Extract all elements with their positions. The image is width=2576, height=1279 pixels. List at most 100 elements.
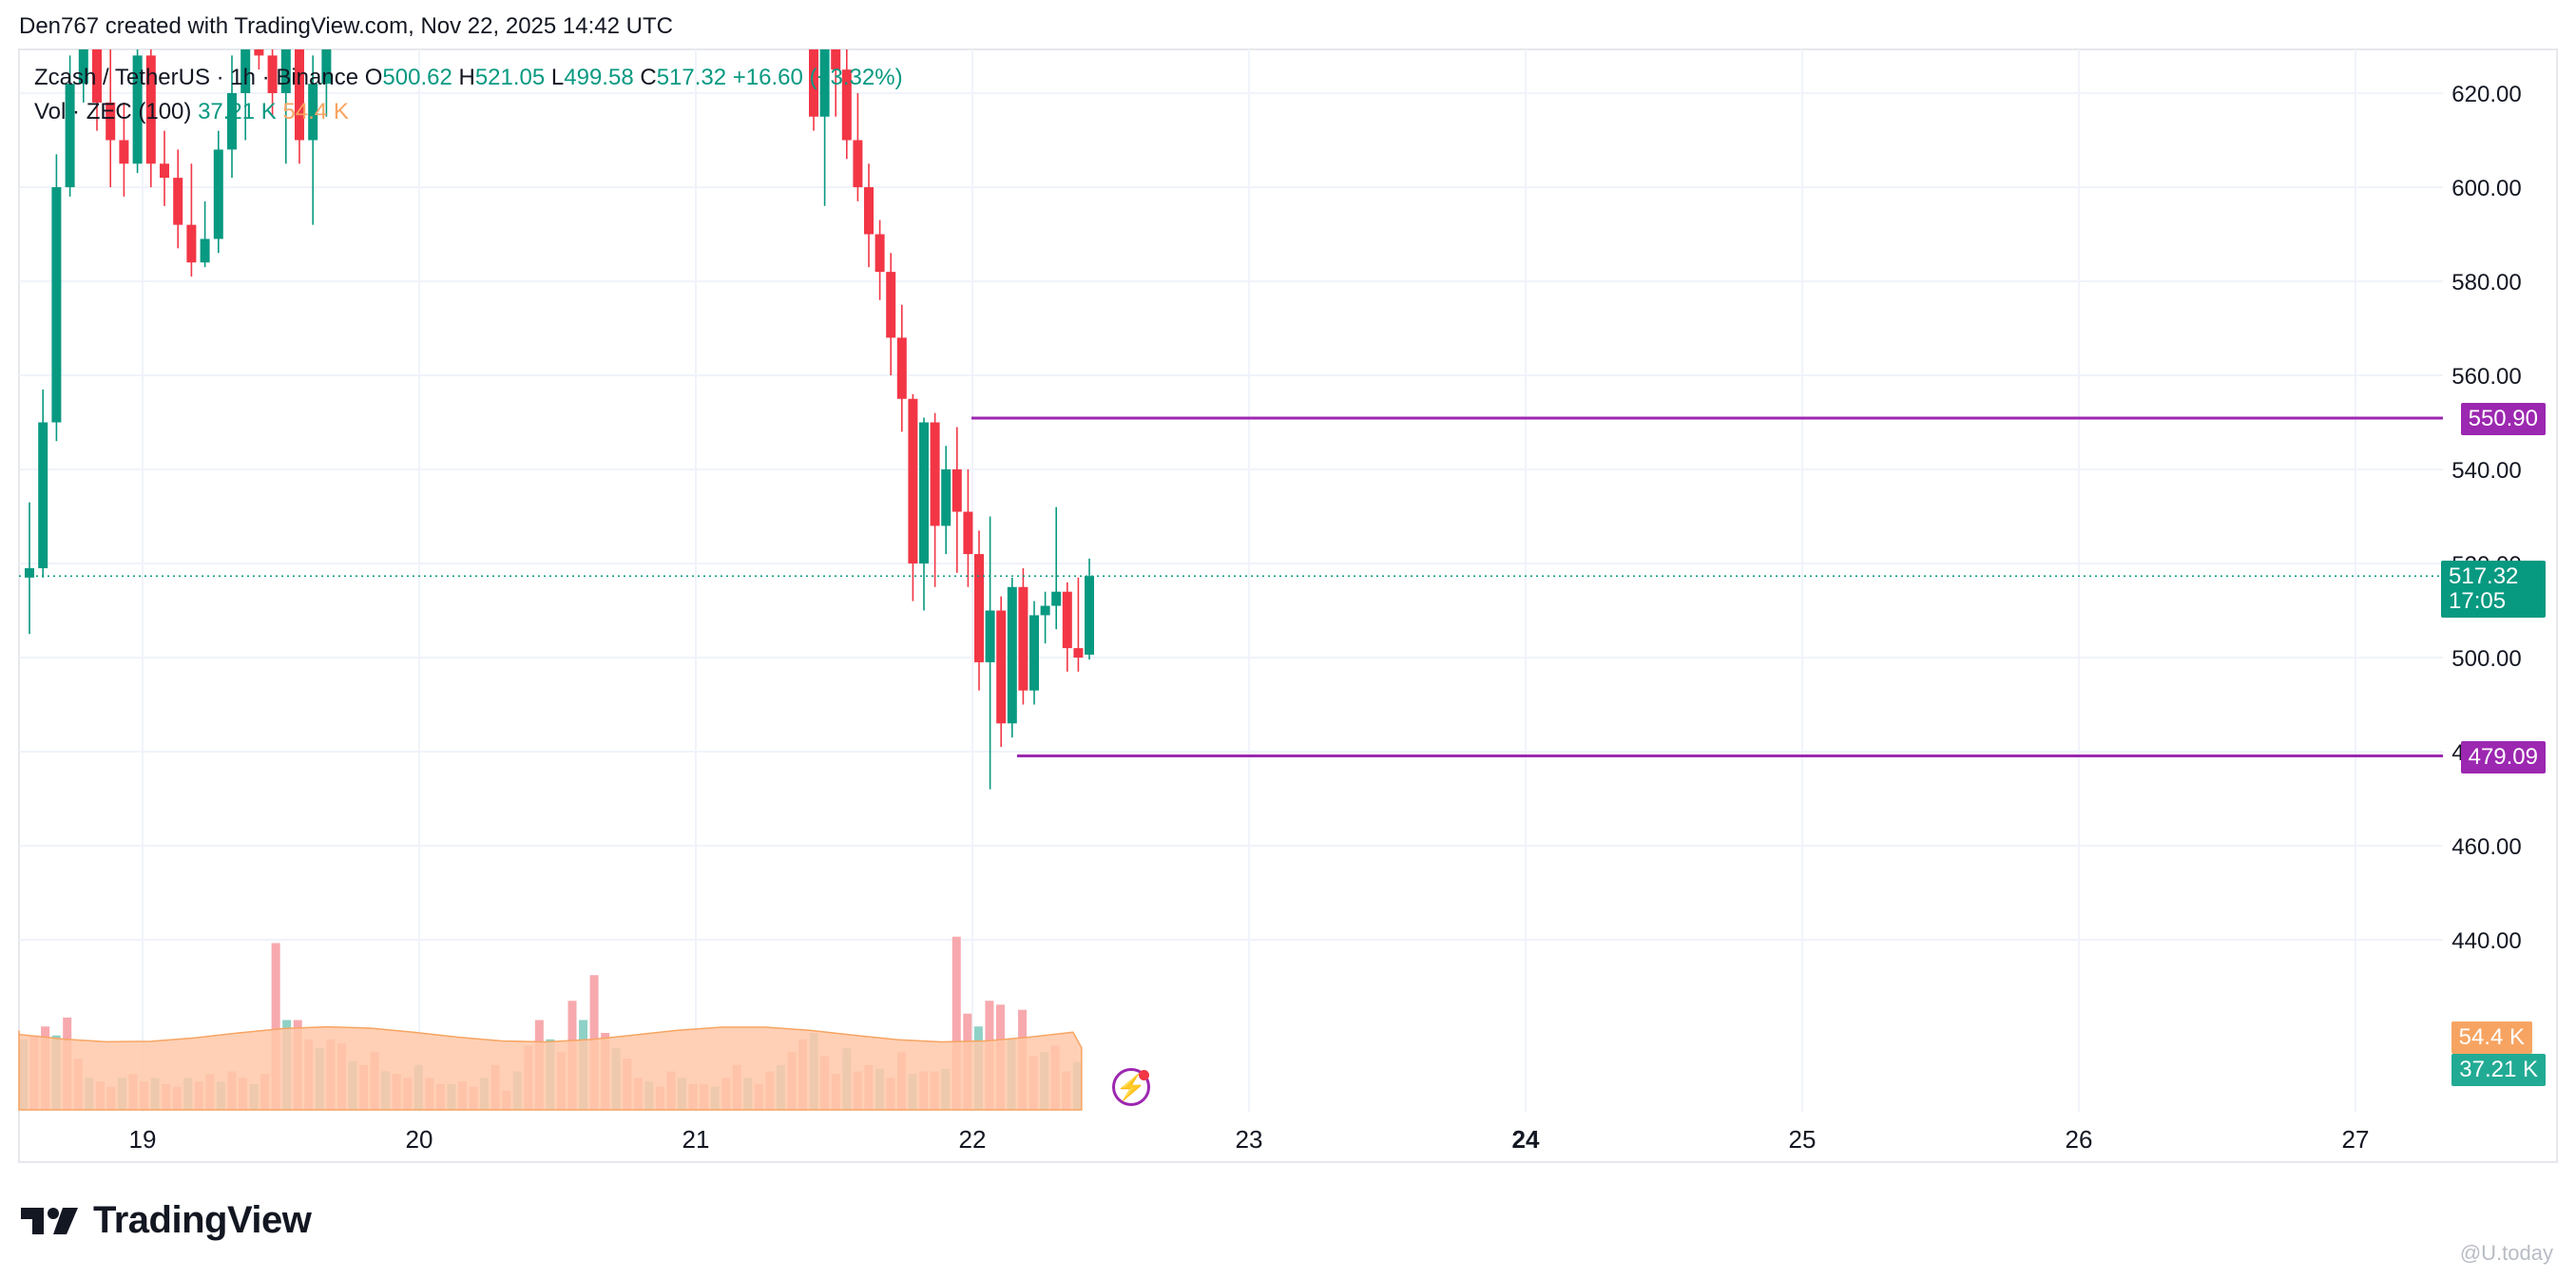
candle-body xyxy=(240,49,251,93)
watermark: @U.today xyxy=(2459,1241,2553,1265)
x-tick-label: 25 xyxy=(1789,1125,1817,1154)
candle-body xyxy=(896,337,907,399)
x-tick-label: 20 xyxy=(406,1125,433,1154)
volume-bar xyxy=(952,936,961,1110)
candle-body xyxy=(1085,576,1094,655)
legend-high-value: 521.05 xyxy=(474,65,546,90)
candle-body xyxy=(308,84,318,141)
candle-body xyxy=(38,422,48,568)
candle-body xyxy=(132,55,143,164)
x-tick-label: 24 xyxy=(1512,1125,1540,1154)
countdown-timer: 17:05 xyxy=(2449,588,2507,614)
y-tick-label: 620.00 xyxy=(2451,82,2521,107)
legend-close-value: 517.32 xyxy=(656,65,727,90)
x-tick-label: 26 xyxy=(2066,1125,2093,1154)
notification-dot xyxy=(1139,1070,1149,1080)
candle-body xyxy=(200,239,210,263)
candle-body xyxy=(963,511,973,555)
lightning-icon[interactable]: ⚡ xyxy=(1112,1068,1150,1106)
candle-body xyxy=(919,422,929,563)
candle-body xyxy=(985,610,995,662)
legend-volume-ma: 54.4 K xyxy=(282,99,349,124)
candle-body xyxy=(952,469,962,512)
candle-body xyxy=(267,55,278,93)
upper-level-tag: 550.90 xyxy=(2460,403,2546,435)
candle-body xyxy=(819,49,830,117)
candle-body xyxy=(119,140,129,164)
legend-high-label: H xyxy=(458,65,475,90)
current-price-tag: 517.32 17:05 xyxy=(2441,561,2546,618)
legend-close-label: C xyxy=(640,65,657,90)
x-tick-label: 23 xyxy=(1236,1125,1263,1154)
lower-level-tag: 479.09 xyxy=(2460,741,2546,773)
legend-volume-value: 37.21 K xyxy=(198,99,277,124)
volume-bar xyxy=(271,943,280,1110)
x-tick-label: 22 xyxy=(959,1125,987,1154)
tradingview-logo[interactable]: TradingView xyxy=(21,1199,312,1242)
candle-body xyxy=(173,178,183,225)
y-tick-label: 540.00 xyxy=(2451,458,2521,484)
candle-body xyxy=(321,49,332,85)
volume-legend: Vol · ZEC (100) 37.21 K 54.4 K xyxy=(34,99,349,125)
candle-body xyxy=(996,610,1007,724)
y-tick-label: 440.00 xyxy=(2451,928,2521,954)
legend-low-value: 499.58 xyxy=(564,65,634,90)
legend-open-value: 500.62 xyxy=(382,65,452,90)
candle-body xyxy=(1029,615,1039,691)
candle-body xyxy=(831,49,841,70)
candle-body xyxy=(1051,591,1062,606)
candle-body xyxy=(227,93,237,150)
candle-body xyxy=(51,187,62,423)
chart-frame xyxy=(18,48,2558,1163)
x-tick-label: 19 xyxy=(129,1125,157,1154)
candle-body xyxy=(295,49,304,141)
volume-last-tag: 37.21 K xyxy=(2451,1054,2546,1086)
legend-change: +16.60 (+3.32%) xyxy=(732,65,903,90)
legend-volume-label: Vol · ZEC (100) xyxy=(34,99,192,124)
legend-low-label: L xyxy=(550,65,565,90)
candle-body xyxy=(886,272,896,338)
candle-body xyxy=(864,187,874,235)
candle-body xyxy=(160,163,169,179)
candle-body xyxy=(1018,586,1028,691)
candle-body xyxy=(853,140,863,187)
candle-body xyxy=(1007,586,1017,724)
x-tick-label: 21 xyxy=(682,1125,710,1154)
candle-body xyxy=(280,49,291,93)
candle-body xyxy=(254,49,264,56)
candle-body xyxy=(78,49,88,85)
legend-symbol: Zcash / TetherUS · 1h · Binance xyxy=(34,65,359,90)
candle-body xyxy=(92,49,102,103)
candle-body xyxy=(213,149,223,239)
tradingview-logo-text: TradingView xyxy=(93,1199,312,1241)
candle-body xyxy=(1062,591,1072,649)
candle-body xyxy=(841,69,852,141)
y-tick-label: 500.00 xyxy=(2451,646,2521,672)
candle-body xyxy=(930,422,940,526)
current-price-value: 517.32 xyxy=(2449,563,2519,589)
candle-body xyxy=(25,567,34,578)
y-tick-label: 460.00 xyxy=(2451,834,2521,860)
candle-body xyxy=(145,55,156,164)
y-tick-label: 560.00 xyxy=(2451,364,2521,390)
volume-ma-tag: 54.4 K xyxy=(2451,1021,2532,1054)
candle-body xyxy=(65,84,75,187)
candle-body xyxy=(908,398,918,563)
chart-attribution: Den767 created with TradingView.com, Nov… xyxy=(19,13,673,39)
y-tick-label: 580.00 xyxy=(2451,270,2521,296)
candle-body xyxy=(1040,605,1050,616)
candle-body xyxy=(1073,648,1084,658)
ohlc-legend: Zcash / TetherUS · 1h · Binance O500.62 … xyxy=(34,65,903,91)
candle-body xyxy=(809,49,818,117)
x-tick-label: 27 xyxy=(2342,1125,2370,1154)
legend-open-label: O xyxy=(364,65,383,90)
volume-ma-area xyxy=(18,1025,1083,1111)
candle-body xyxy=(974,554,984,662)
candle-body xyxy=(941,469,952,526)
candle-body xyxy=(875,234,885,273)
candle-body xyxy=(186,224,197,263)
tradingview-logo-icon xyxy=(21,1207,78,1234)
y-tick-label: 600.00 xyxy=(2451,176,2521,201)
candle-body xyxy=(106,102,116,141)
